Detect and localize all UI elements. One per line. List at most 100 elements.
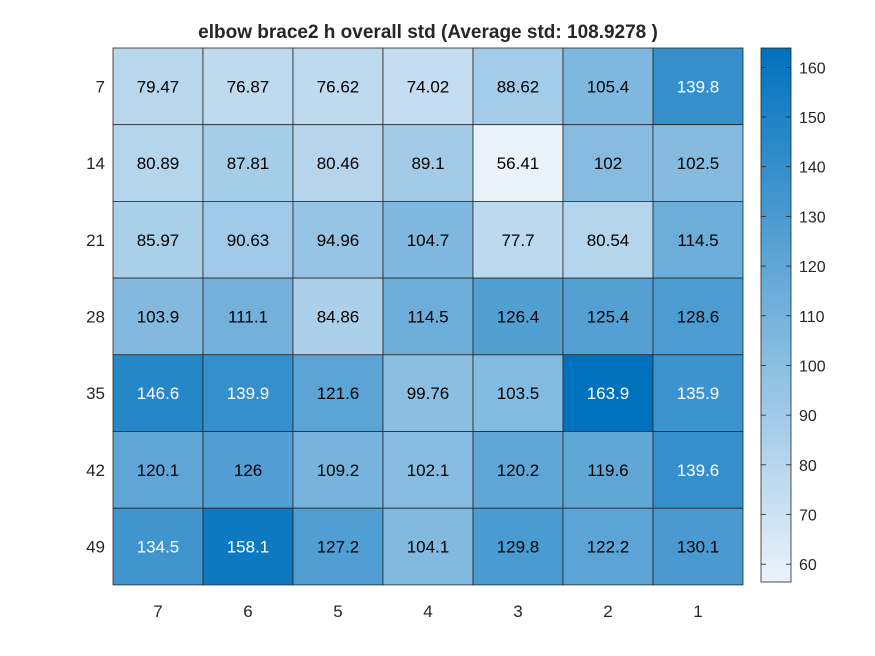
heatmap-cell <box>202 200 294 279</box>
heatmap-cell <box>292 507 384 586</box>
heatmap-cell <box>652 277 744 356</box>
cell-value-label: 88.62 <box>497 77 540 96</box>
colorbar-tick-label: 150 <box>799 110 826 127</box>
cell-value-label: 126.4 <box>497 307 540 326</box>
cell-value-label: 139.9 <box>227 384 270 403</box>
cell-value-label: 80.54 <box>587 231 630 250</box>
colorbar-tick-label: 80 <box>799 458 817 475</box>
y-tick-labels: 7 14 21 28 35 42 49 <box>86 77 105 556</box>
x-tick-label: 4 <box>423 602 432 621</box>
colorbar-gradient <box>760 47 792 583</box>
cell-value-label: 80.89 <box>137 154 180 173</box>
heatmap-cell <box>652 124 744 202</box>
cell-value-label: 102.5 <box>677 154 720 173</box>
cell-value-label: 134.5 <box>137 538 180 557</box>
y-tick-label: 7 <box>96 77 105 96</box>
cell-value-label: 85.97 <box>137 231 180 250</box>
cell-value-label: 119.6 <box>587 461 628 480</box>
heatmap-cell <box>652 431 744 509</box>
cell-value-label: 76.87 <box>227 77 270 96</box>
y-tick-label: 28 <box>86 307 105 326</box>
heatmap-cell <box>562 277 654 356</box>
colorbar-tick-label: 70 <box>799 507 817 524</box>
heatmap-cell <box>382 431 474 509</box>
x-tick-labels: 7 6 5 4 3 2 1 <box>153 602 702 621</box>
heatmap-cell <box>202 277 294 356</box>
cell-value-label: 102.1 <box>407 461 450 480</box>
heatmap-cell <box>472 507 564 586</box>
heatmap-cell <box>382 47 474 126</box>
cell-value-label: 103.5 <box>497 384 540 403</box>
y-tick-label: 49 <box>86 538 105 557</box>
heatmap-cell <box>292 431 384 509</box>
heatmap-cell <box>292 200 384 279</box>
colorbar-tick-label: 120 <box>799 259 826 276</box>
cell-value-label: 104.7 <box>407 231 450 250</box>
cell-value-label: 120.1 <box>137 461 180 480</box>
cell-value-label: 105.4 <box>587 77 630 96</box>
cell-value-label: 146.6 <box>137 384 180 403</box>
cell-value-label: 121.6 <box>317 384 360 403</box>
heatmap-cell <box>472 124 564 202</box>
cell-value-label: 90.63 <box>227 231 270 250</box>
heatmap-cell <box>292 47 384 126</box>
colorbar: 60 70 80 90 100 110 120 130 140 150 160 <box>760 47 826 583</box>
heatmap-cell <box>292 124 384 202</box>
heatmap-cell <box>652 507 744 586</box>
heatmap-cell <box>472 431 564 509</box>
heatmap-cell <box>112 507 204 586</box>
cell-value-label: 94.96 <box>317 231 360 250</box>
cell-value-label: 89.1 <box>411 154 444 173</box>
colorbar-tick-label: 140 <box>799 160 826 177</box>
cell-value-label: 76.62 <box>317 77 360 96</box>
cell-value-label: 122.2 <box>587 538 630 557</box>
chart-title: elbow brace2 h overall std (Average std:… <box>198 22 658 43</box>
x-tick-label: 3 <box>513 602 522 621</box>
heatmap-cell <box>652 200 744 279</box>
cell-value-label: 111.1 <box>228 307 268 326</box>
cell-value-label: 114.5 <box>407 307 448 326</box>
colorbar-tick-label: 160 <box>799 60 826 77</box>
cell-value-label: 158.1 <box>227 538 270 557</box>
heatmap-cell <box>562 507 654 586</box>
cell-value-label: 163.9 <box>587 384 630 403</box>
heatmap-cell <box>112 47 204 126</box>
heatmap-cell <box>472 200 564 279</box>
cell-value-label: 77.7 <box>501 231 534 250</box>
x-tick-label: 7 <box>153 602 162 621</box>
cell-value-label: 99.76 <box>407 384 450 403</box>
heatmap-cell <box>112 277 204 356</box>
cell-value-label: 129.8 <box>497 538 540 557</box>
x-tick-label: 6 <box>243 602 252 621</box>
cell-value-label: 114.5 <box>677 231 718 250</box>
cell-value-label: 109.2 <box>317 461 360 480</box>
cell-value-label: 103.9 <box>137 307 180 326</box>
y-tick-label: 21 <box>86 231 105 250</box>
cell-value-label: 130.1 <box>677 538 720 557</box>
cell-value-label: 104.1 <box>407 538 450 557</box>
heatmap-cell <box>562 200 654 279</box>
heatmap-cell <box>382 277 474 356</box>
cell-value-label: 74.02 <box>407 77 450 96</box>
colorbar-tick-label: 100 <box>799 358 826 375</box>
cell-value-label: 125.4 <box>587 307 630 326</box>
colorbar-tick-label: 90 <box>799 408 817 425</box>
y-tick-label: 14 <box>86 154 105 173</box>
heatmap-cell <box>562 124 654 202</box>
heatmap-cell <box>202 47 294 126</box>
y-tick-label: 35 <box>86 384 105 403</box>
cell-value-label: 102 <box>594 154 622 173</box>
heatmap-cell <box>382 507 474 586</box>
heatmap-cell <box>472 47 564 126</box>
cell-value-label: 127.2 <box>317 538 360 557</box>
x-tick-label: 1 <box>693 602 702 621</box>
heatmap-cell <box>202 431 294 509</box>
cell-value-label: 80.46 <box>317 154 360 173</box>
heatmap-cell <box>112 354 204 432</box>
cell-value-label: 135.9 <box>677 384 720 403</box>
heatmap-cell <box>112 200 204 279</box>
cell-value-label: 87.81 <box>227 154 270 173</box>
cell-value-label: 139.8 <box>677 77 720 96</box>
x-tick-label: 5 <box>333 602 342 621</box>
